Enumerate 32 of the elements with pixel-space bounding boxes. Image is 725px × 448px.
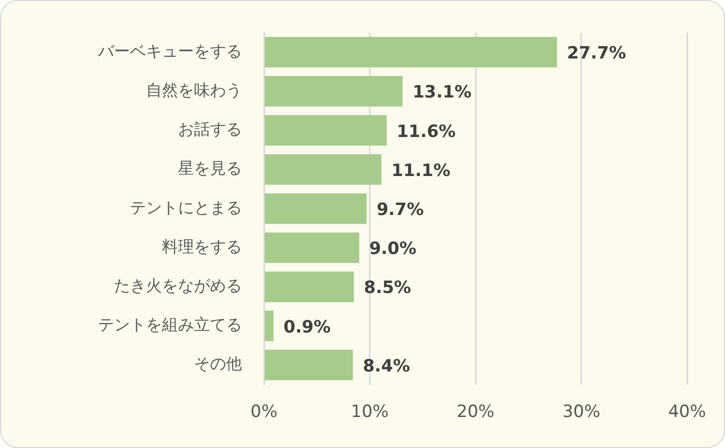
x-tick-label: 30% [562,402,600,422]
data-label: 13.1% [412,82,472,103]
y-tick-label: 星を見る [178,158,242,178]
bar [264,115,387,146]
bar [264,350,353,380]
y-tick-label: テントを組み立てる [98,315,242,334]
y-tick-label: 自然を味わう [146,80,242,100]
data-label: 9.0% [369,239,416,260]
x-tick-label: 10% [350,402,389,422]
y-tick-label: お話する [178,120,242,139]
x-tick-label: 0% [250,402,278,422]
bar [264,272,354,302]
y-tick-label: その他 [194,354,242,374]
data-label: 27.7% [567,44,626,64]
bar [264,193,367,224]
data-label: 8.5% [364,278,412,298]
x-tick-label: 20% [456,402,494,422]
bar [264,310,274,342]
bar [264,154,382,185]
bar [264,76,403,107]
data-label: 11.6% [396,122,456,142]
data-label: 8.4% [362,356,410,376]
y-tick-label: たき火をながめる [114,276,242,295]
y-tick-label: バーベキューをする [97,41,242,60]
x-tick-label: 40% [668,402,706,422]
bar [264,232,360,263]
data-label: 0.9% [284,317,331,338]
y-tick-label: テントにとまる [130,198,242,217]
y-tick-label: 料理をする [162,236,242,256]
data-label: 9.7% [376,200,424,220]
bar [264,36,557,68]
data-label: 11.1% [391,160,450,181]
